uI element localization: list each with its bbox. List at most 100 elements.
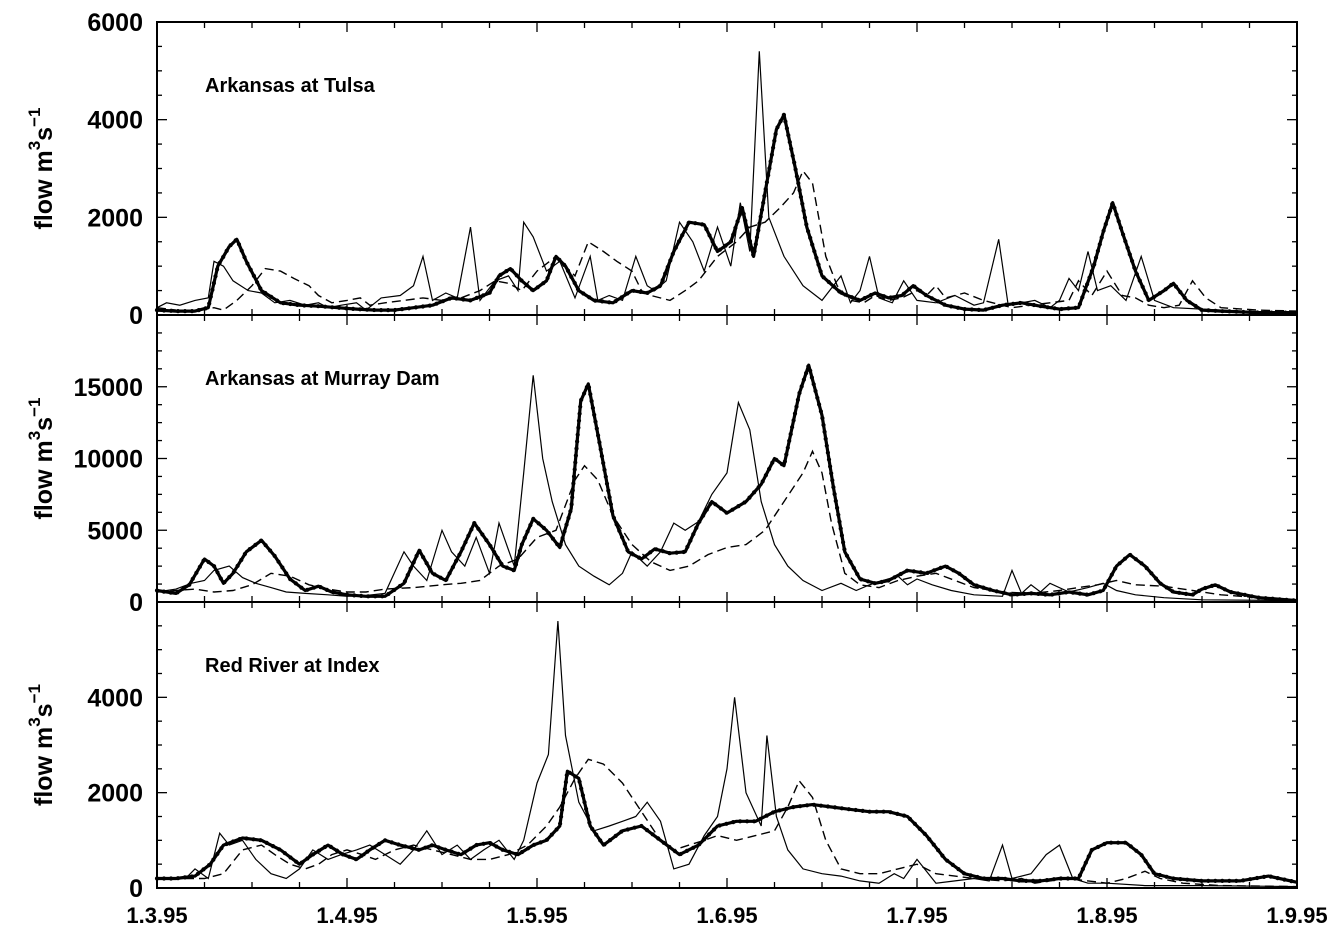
y-tick-label: 5000	[87, 517, 143, 545]
series-dot	[805, 803, 810, 808]
series-dot	[1234, 309, 1239, 314]
y-tick-label: 0	[129, 302, 143, 330]
series-dot	[957, 571, 962, 576]
series-dot	[277, 847, 282, 852]
x-tick-label: 1.4.95	[316, 903, 377, 928]
x-tick-label: 1.9.95	[1266, 903, 1327, 928]
series-dot	[1099, 235, 1104, 240]
series-dot	[691, 845, 696, 850]
series-dot	[1106, 578, 1111, 583]
series-dot	[956, 867, 961, 872]
series-dot	[1112, 205, 1117, 210]
series-dot	[397, 583, 403, 589]
series-dot	[206, 559, 211, 565]
series-dot	[221, 254, 226, 260]
series-dot	[345, 592, 350, 597]
series-dot	[760, 479, 765, 484]
series-dot	[697, 519, 702, 524]
series-dot	[804, 371, 809, 376]
series-dot	[576, 418, 582, 423]
series-dot	[371, 845, 376, 850]
series-dot	[1147, 864, 1152, 869]
series-dot	[680, 233, 685, 238]
series-dot	[215, 851, 220, 857]
series-dot	[570, 488, 575, 493]
series-dot	[733, 225, 738, 231]
panel-3: 0 2000 4000 flow m3s−1 Red River at Index 1.3…	[25, 601, 1327, 928]
series-dot	[784, 806, 789, 811]
series-dot	[872, 581, 877, 586]
series-dot	[940, 853, 945, 858]
series-dot	[219, 846, 224, 851]
series-dot	[730, 507, 735, 512]
series-dot	[1227, 878, 1232, 884]
series-dot	[625, 827, 630, 832]
series-dot	[1139, 853, 1144, 858]
series-dot	[239, 557, 244, 563]
series-dot	[528, 523, 533, 528]
series-dot	[783, 119, 788, 124]
series-dot	[853, 807, 858, 813]
series-dot	[798, 194, 804, 200]
series-dot	[468, 846, 473, 851]
series-dot	[1105, 215, 1110, 220]
series-dot	[577, 411, 582, 416]
series-dot	[1140, 284, 1145, 289]
series-dot	[554, 827, 559, 832]
series-dot	[1234, 878, 1239, 884]
series-dot	[797, 390, 802, 396]
series-dot	[1213, 878, 1218, 884]
series-dot	[795, 397, 801, 402]
series-dot	[761, 200, 766, 205]
series-dot	[182, 875, 187, 880]
series-dot	[213, 274, 218, 279]
series-dot	[691, 532, 696, 537]
series-dot	[608, 502, 614, 507]
series-dot	[763, 473, 769, 478]
series-dot	[1103, 584, 1108, 590]
series-dot	[1256, 595, 1261, 600]
series-dot	[1057, 591, 1062, 596]
series-dot	[263, 290, 268, 296]
series-dot	[1255, 875, 1260, 881]
series-dot	[305, 856, 310, 861]
series-dot	[288, 301, 293, 307]
series-dot	[708, 501, 713, 506]
panel-2: 0 5000 10000 15000 flow m3s−1 Arkansas at Mur…	[25, 314, 1298, 617]
series-dot	[685, 544, 690, 550]
series-dot	[752, 819, 757, 824]
series-dot	[589, 399, 594, 404]
series-dot	[460, 546, 465, 551]
series-dot	[210, 287, 215, 292]
series-dot	[509, 268, 515, 273]
series-dot	[749, 245, 754, 251]
series-dot	[811, 802, 817, 807]
series-dot	[811, 382, 816, 387]
series-dot	[1003, 876, 1008, 881]
series-dot	[886, 578, 891, 583]
series-dot	[781, 112, 787, 117]
series-dot	[724, 821, 729, 826]
series-dot	[829, 471, 834, 476]
series-dot	[463, 540, 468, 545]
series-dot	[224, 841, 229, 847]
series-dot	[550, 262, 555, 267]
series-dot	[414, 553, 419, 559]
series-dot	[568, 509, 573, 514]
series-dot	[837, 289, 842, 294]
series-dot	[742, 500, 747, 505]
series-dot	[875, 291, 880, 296]
series-dot	[668, 258, 673, 263]
series-dot	[1206, 308, 1211, 313]
series-dot	[769, 152, 775, 157]
series-dot	[911, 569, 916, 574]
series-dot	[190, 576, 195, 581]
series-dot	[1051, 877, 1057, 882]
series-dot	[868, 292, 874, 298]
series-dot	[411, 560, 416, 565]
series-dot	[737, 212, 742, 217]
series-dot	[1203, 585, 1208, 591]
series-dot	[1206, 878, 1211, 884]
series-dot	[667, 844, 672, 850]
